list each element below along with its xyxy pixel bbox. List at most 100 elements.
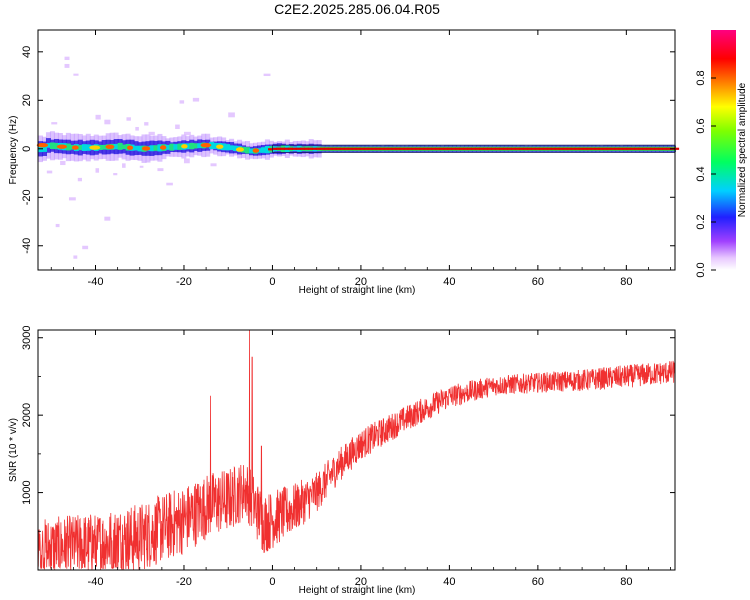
heatmap-cell <box>650 147 656 150</box>
heatmap-cell <box>363 147 369 150</box>
heatmap-speckle <box>228 112 235 118</box>
heatmap-cell <box>423 147 429 150</box>
heatmap-cell <box>658 147 664 150</box>
heatmap-hotspot <box>56 144 67 149</box>
spectrogram-heatmap <box>36 56 680 259</box>
heatmap-cell <box>634 147 640 150</box>
heatmap-cell <box>483 147 489 150</box>
colorbar-tick-label: 0.2 <box>695 214 707 229</box>
heatmap-cell <box>287 147 293 150</box>
heatmap-speckle <box>55 223 60 228</box>
heatmap-cell <box>602 147 608 150</box>
heatmap-cell <box>49 142 55 150</box>
snr-x-tick-label: 20 <box>355 576 367 588</box>
heatmap-cell <box>530 147 536 150</box>
heatmap-speckle <box>82 245 89 250</box>
heatmap-cell <box>522 147 528 150</box>
heatmap-cell <box>315 147 321 150</box>
colorbar-tick-label: 0.8 <box>695 70 707 85</box>
heatmap-cell <box>272 147 278 150</box>
heatmap-cell <box>319 147 325 150</box>
snr-x-tick-label: 40 <box>443 576 455 588</box>
heatmap-cell <box>117 142 123 150</box>
heatmap-speckle <box>95 114 101 120</box>
heatmap-cell <box>157 144 163 152</box>
heatmap-cell <box>185 143 191 150</box>
heatmap-speckle <box>113 173 118 176</box>
heatmap-hotspot <box>216 144 224 149</box>
heatmap-cell <box>590 147 596 150</box>
heatmap-speckle <box>126 117 131 121</box>
heatmap-cell <box>562 147 568 150</box>
heatmap-hotspot <box>200 142 212 148</box>
heatmap-hotspot <box>181 144 188 149</box>
heatmap-cell <box>165 144 171 150</box>
heatmap-speckle <box>64 56 70 61</box>
heatmap-cell <box>391 147 397 150</box>
heatmap-speckle <box>46 170 53 174</box>
heatmap-speckle <box>95 168 100 173</box>
heatmap-hotspot <box>105 144 115 149</box>
colorbar-ticks: 0.0 0.2 0.4 0.6 0.8 <box>695 70 716 278</box>
heatmap-cell <box>455 147 461 150</box>
heatmap-cell <box>275 147 281 150</box>
heatmap-cell <box>189 142 195 150</box>
snr-frame <box>37 329 676 571</box>
heatmap-cell <box>351 147 357 150</box>
heatmap-cell <box>674 147 680 150</box>
heatmap-cell <box>399 147 405 150</box>
heatmap-cell <box>471 147 477 150</box>
heatmap-cell <box>41 145 47 152</box>
heatmap-cell <box>245 147 251 154</box>
spectrogram-x-tick-label: 80 <box>620 276 632 288</box>
spectrogram-x-tick-label: 40 <box>443 276 455 288</box>
heatmap-cell <box>173 144 179 150</box>
heatmap-cell <box>586 147 592 150</box>
heatmap-cell <box>77 145 83 151</box>
heatmap-cell <box>137 145 143 152</box>
heatmap-cell <box>502 147 508 150</box>
heatmap-cell <box>101 144 107 150</box>
colorbar-tick-label: 0.6 <box>695 118 707 133</box>
heatmap-cell <box>427 147 433 150</box>
heatmap-cell <box>260 147 266 153</box>
heatmap-cell <box>303 147 309 150</box>
spectrogram-y-ticks: 40 20 0 -20 -40 <box>21 46 675 254</box>
spectrogram-y-tick-label: 40 <box>21 46 33 58</box>
heatmap-cell <box>299 147 305 150</box>
heatmap-cell <box>514 147 520 150</box>
heatmap-cell <box>594 147 600 150</box>
heatmap-cell <box>149 145 155 152</box>
snr-y-ticks: 3000 2000 1000 <box>21 325 675 532</box>
heatmap-cell <box>582 147 588 150</box>
heatmap-cell <box>439 147 445 150</box>
heatmap-speckle <box>210 163 217 167</box>
heatmap-cell <box>638 147 644 150</box>
heatmap-cell <box>229 145 235 151</box>
heatmap-cell <box>65 143 71 151</box>
heatmap-cell <box>479 147 485 150</box>
heatmap-hotspot <box>71 145 79 150</box>
heatmap-cell <box>153 145 159 151</box>
heatmap-cell <box>494 147 500 150</box>
heatmap-cell <box>387 147 393 150</box>
spectrogram-x-ticks: -40 -20 0 20 40 60 80 <box>50 30 671 288</box>
heatmap-cell <box>307 147 313 150</box>
heatmap-cell <box>395 147 401 150</box>
heatmap-cell <box>407 147 413 150</box>
heatmap-cell <box>249 148 255 154</box>
heatmap-cell <box>510 147 516 150</box>
heatmap-cell <box>403 147 409 150</box>
heatmap-speckle <box>73 73 79 76</box>
heatmap-cell <box>197 143 203 149</box>
heatmap-cell <box>375 147 381 150</box>
heatmap-cell <box>233 145 239 152</box>
heatmap-cell <box>626 147 632 150</box>
heatmap-cell <box>443 147 449 150</box>
snr-x-tick-label: 60 <box>532 576 544 588</box>
snr-y-tick-label: 2000 <box>21 403 33 427</box>
heatmap-cell <box>291 147 297 150</box>
heatmap-speckle <box>183 158 190 164</box>
heatmap-cell <box>347 147 353 150</box>
heatmap-speckle <box>183 131 191 136</box>
